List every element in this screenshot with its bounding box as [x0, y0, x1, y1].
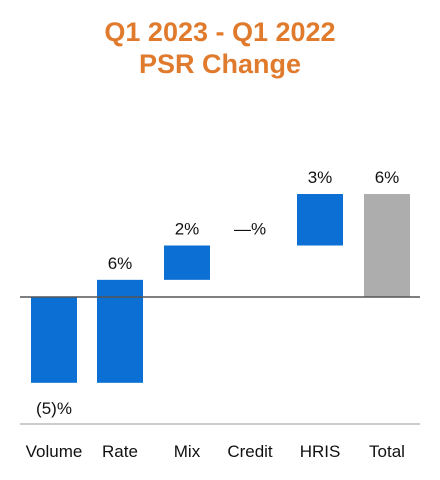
category-label-total: Total: [369, 442, 405, 461]
bars-group: [31, 194, 410, 383]
axes-group: [20, 296, 420, 425]
bar-rate: [97, 279, 143, 383]
data-label-volume: (5)%: [36, 399, 72, 418]
category-label-credit: Credit: [227, 442, 273, 461]
data-label-mix: 2%: [175, 220, 200, 239]
data-label-total: 6%: [375, 168, 400, 187]
category-label-mix: Mix: [174, 442, 201, 461]
chart-subtitle: PSR Change: [138, 49, 302, 79]
category-label-rate: Rate: [102, 442, 138, 461]
labels-group: (5)% Volume 6% Rate 2% Mix —% Credit 3% HRIS 6% Tot…: [26, 168, 405, 461]
data-label-rate: 6%: [108, 254, 133, 273]
bar-volume: [31, 297, 77, 383]
category-label-hris: HRIS: [300, 442, 341, 461]
bar-mix: [164, 245, 210, 280]
data-label-credit: —%: [234, 220, 266, 239]
chart-title: Q1 2023 - Q1 2022: [104, 17, 336, 47]
bar-hris: [297, 194, 343, 246]
category-label-volume: Volume: [26, 442, 83, 461]
bar-total: [364, 194, 410, 297]
data-label-hris: 3%: [308, 168, 333, 187]
